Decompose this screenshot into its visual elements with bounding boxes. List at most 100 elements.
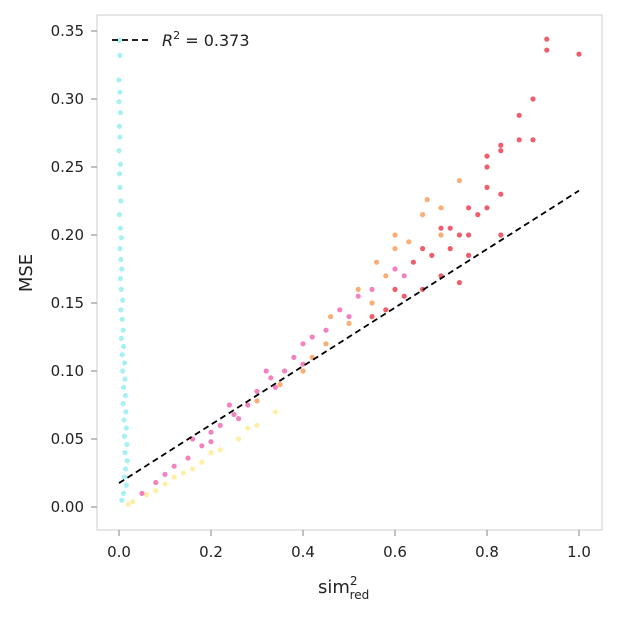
data-point [118, 235, 124, 241]
data-point [383, 273, 389, 279]
data-point [208, 450, 214, 456]
data-point [277, 382, 283, 388]
data-point [117, 161, 123, 167]
data-point [410, 259, 416, 265]
data-point [217, 447, 223, 453]
data-point [328, 314, 334, 320]
data-point [226, 402, 232, 408]
data-point [180, 470, 186, 476]
data-point [516, 137, 522, 143]
y-tick-label: 0.20 [51, 226, 84, 244]
x-tick-label: 0.6 [383, 543, 407, 561]
y-tick-label: 0.10 [51, 362, 84, 380]
data-point [185, 455, 191, 461]
data-point [392, 266, 398, 272]
data-point [456, 178, 462, 184]
data-point [162, 471, 168, 477]
fit-line [118, 189, 580, 484]
data-point [122, 392, 129, 399]
data-point [282, 368, 288, 374]
data-point [116, 77, 122, 83]
data-point [498, 148, 504, 154]
data-point [120, 368, 126, 374]
data-point [429, 252, 435, 258]
data-point [245, 402, 251, 408]
data-point [530, 137, 536, 143]
data-point [121, 433, 128, 439]
data-point [119, 352, 125, 358]
data-point [121, 343, 127, 350]
data-point [337, 307, 343, 313]
data-point [392, 246, 398, 252]
data-point [401, 273, 407, 279]
data-point [300, 341, 306, 347]
y-tick-label: 0.35 [51, 22, 84, 40]
data-point [117, 89, 123, 95]
data-point [144, 492, 150, 498]
y-tick-label: 0.15 [51, 294, 84, 312]
data-point [245, 425, 251, 431]
data-point [456, 280, 462, 286]
data-point [484, 205, 490, 211]
x-tick-label: 0.4 [291, 543, 315, 561]
data-point [171, 463, 177, 469]
y-tick-label: 0.30 [51, 90, 84, 108]
x-tick-label: 1.0 [567, 543, 591, 561]
data-point [124, 441, 130, 448]
data-point [121, 417, 127, 423]
data-point [122, 450, 128, 456]
data-point [139, 490, 145, 496]
data-point [484, 164, 490, 170]
data-point [120, 327, 126, 333]
data-point [346, 320, 352, 326]
data-point [117, 275, 123, 282]
data-point [116, 148, 122, 154]
data-point [466, 232, 472, 238]
data-point [254, 388, 260, 394]
data-point [291, 354, 297, 360]
data-point [116, 123, 123, 129]
data-point [300, 368, 306, 374]
data-point [420, 212, 426, 218]
data-point [254, 422, 260, 428]
data-point [153, 488, 159, 494]
data-point [117, 134, 123, 140]
data-point [530, 96, 536, 102]
data-point [117, 184, 123, 190]
data-point [117, 225, 123, 231]
data-point [116, 212, 123, 218]
data-point [323, 327, 329, 333]
data-point [199, 459, 205, 465]
data-point [369, 300, 375, 306]
data-point [369, 314, 375, 320]
data-point [171, 474, 177, 480]
data-point [438, 205, 444, 211]
legend-label: R2 = 0.373 [162, 29, 250, 50]
data-point [122, 466, 129, 472]
x-axis-label: sim2 red [318, 574, 369, 602]
data-point [484, 184, 490, 190]
data-point [199, 443, 205, 449]
data-point [117, 110, 123, 116]
data-point [466, 205, 472, 211]
data-point [254, 398, 260, 404]
data-point [119, 316, 125, 322]
data-point [153, 479, 159, 486]
data-point [383, 307, 389, 313]
data-point [117, 52, 123, 59]
plot-frame [96, 14, 603, 531]
data-point [190, 466, 196, 472]
data-point [475, 212, 481, 218]
data-point [369, 286, 375, 292]
y-tick-label: 0.00 [51, 498, 84, 516]
data-point [116, 99, 122, 105]
data-point [484, 153, 490, 159]
data-point [309, 334, 315, 340]
data-point [121, 490, 127, 496]
data-point [447, 246, 453, 252]
data-point [272, 409, 278, 415]
data-point [208, 429, 214, 435]
data-point [122, 376, 128, 382]
data-point [119, 497, 125, 503]
